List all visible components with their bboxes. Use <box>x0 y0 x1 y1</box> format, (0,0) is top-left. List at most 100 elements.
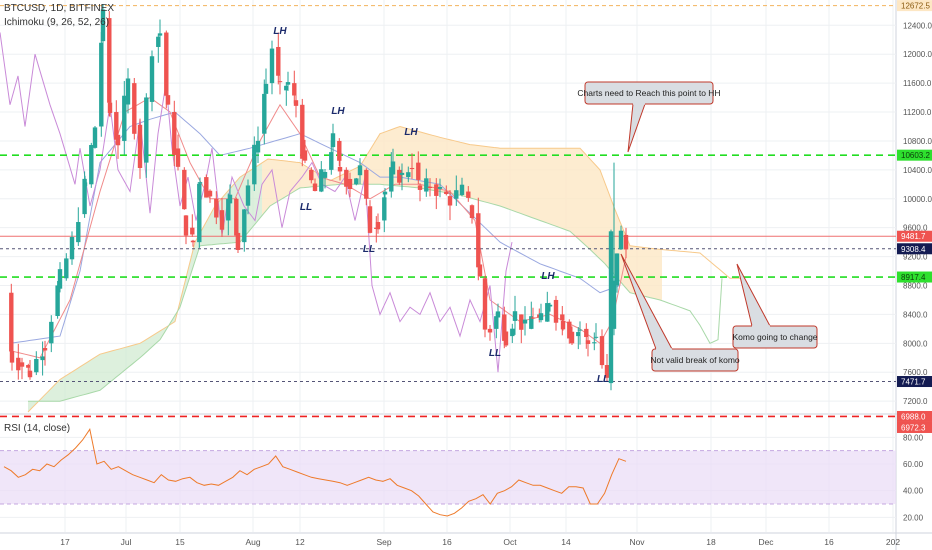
candle-body <box>214 198 219 218</box>
candle-body <box>144 97 149 163</box>
candle <box>49 315 54 353</box>
candle <box>560 315 566 331</box>
candle <box>519 314 524 344</box>
candle <box>76 207 81 246</box>
candle-body <box>165 95 171 105</box>
candle <box>242 208 247 252</box>
candle <box>149 50 155 112</box>
candle-body <box>197 182 203 184</box>
candle <box>19 357 25 380</box>
callout-box <box>584 81 714 105</box>
candle-body <box>466 191 471 198</box>
candle-body <box>560 314 565 321</box>
candle-body <box>494 316 499 329</box>
candle <box>354 177 359 186</box>
callout-tail <box>736 263 771 327</box>
candle <box>137 118 143 179</box>
candle <box>576 327 581 350</box>
kijun-sen <box>9 111 621 344</box>
candle <box>427 178 433 197</box>
candle-body <box>510 328 515 337</box>
candle <box>252 136 257 192</box>
candle <box>235 231 241 253</box>
candle <box>618 225 624 250</box>
candle-body <box>293 100 299 106</box>
candle-body <box>454 190 459 199</box>
candle-body <box>519 314 524 330</box>
candle-body <box>49 321 54 344</box>
candle <box>454 175 459 206</box>
candle-body <box>99 42 104 127</box>
swing-label: LH <box>273 26 287 37</box>
rsi-label: RSI (14, close) <box>4 423 71 434</box>
candle-body <box>277 81 283 83</box>
candle-body <box>292 83 297 96</box>
price-label: 9481.7 <box>897 230 932 242</box>
candle-body <box>390 161 396 175</box>
candle <box>82 175 88 199</box>
candle-body <box>347 178 353 190</box>
candle-body <box>255 140 261 153</box>
candle <box>16 343 21 380</box>
rsi-tick: 40.00 <box>903 487 924 496</box>
swing-label: LH <box>404 127 418 138</box>
time-tick: Jul <box>121 537 132 547</box>
candle <box>375 213 381 234</box>
time-tick: 16 <box>442 537 452 547</box>
candle <box>416 151 421 185</box>
candle-body <box>300 104 305 159</box>
candle-body <box>569 331 575 344</box>
annotations: Charts need to Reach this point to HH Kom… <box>273 26 817 385</box>
candle-body <box>618 230 624 250</box>
candle-body <box>623 234 629 250</box>
swing-label: LL <box>489 348 501 359</box>
price-tick: 7200.0 <box>903 397 928 406</box>
candle-body <box>137 124 143 168</box>
candle <box>538 303 544 323</box>
price-tick: 9600.0 <box>903 224 928 233</box>
rsi-pane <box>0 428 896 517</box>
candle-body <box>149 56 155 102</box>
candle-body <box>406 172 411 178</box>
candle-body <box>114 112 119 140</box>
time-tick: 16 <box>824 537 834 547</box>
candle-body <box>424 178 429 192</box>
candle <box>277 71 283 95</box>
candle-body <box>40 356 45 361</box>
candle-body <box>164 32 169 96</box>
candle-body <box>9 351 15 363</box>
candle <box>512 295 518 335</box>
candle <box>569 326 575 346</box>
candle <box>293 86 299 118</box>
candle <box>424 168 429 197</box>
candle <box>608 229 614 391</box>
candle-body <box>459 184 465 195</box>
candle-body <box>9 292 14 352</box>
candle-body <box>416 162 421 180</box>
candle <box>292 70 297 104</box>
candle-body <box>337 140 342 161</box>
price-label-text: 6972.3 <box>901 423 926 432</box>
candle <box>165 90 171 105</box>
candle <box>9 283 14 354</box>
candle-body <box>399 172 405 175</box>
candle-body <box>89 145 94 185</box>
candle-body <box>357 165 363 176</box>
price-label: 8917.4 <box>897 271 932 283</box>
candle-body <box>482 278 488 330</box>
candle <box>599 329 605 369</box>
candle <box>57 262 63 293</box>
candle-body <box>302 150 308 161</box>
rsi-line <box>3 428 627 517</box>
candle <box>367 200 373 234</box>
candle-body <box>319 169 324 192</box>
candle <box>89 142 94 188</box>
candle-body <box>64 258 69 279</box>
candle-body <box>175 148 181 167</box>
candle <box>9 344 15 371</box>
candle-body <box>263 83 269 94</box>
candle-body <box>16 357 21 371</box>
candle <box>447 190 453 221</box>
candle <box>389 152 394 198</box>
